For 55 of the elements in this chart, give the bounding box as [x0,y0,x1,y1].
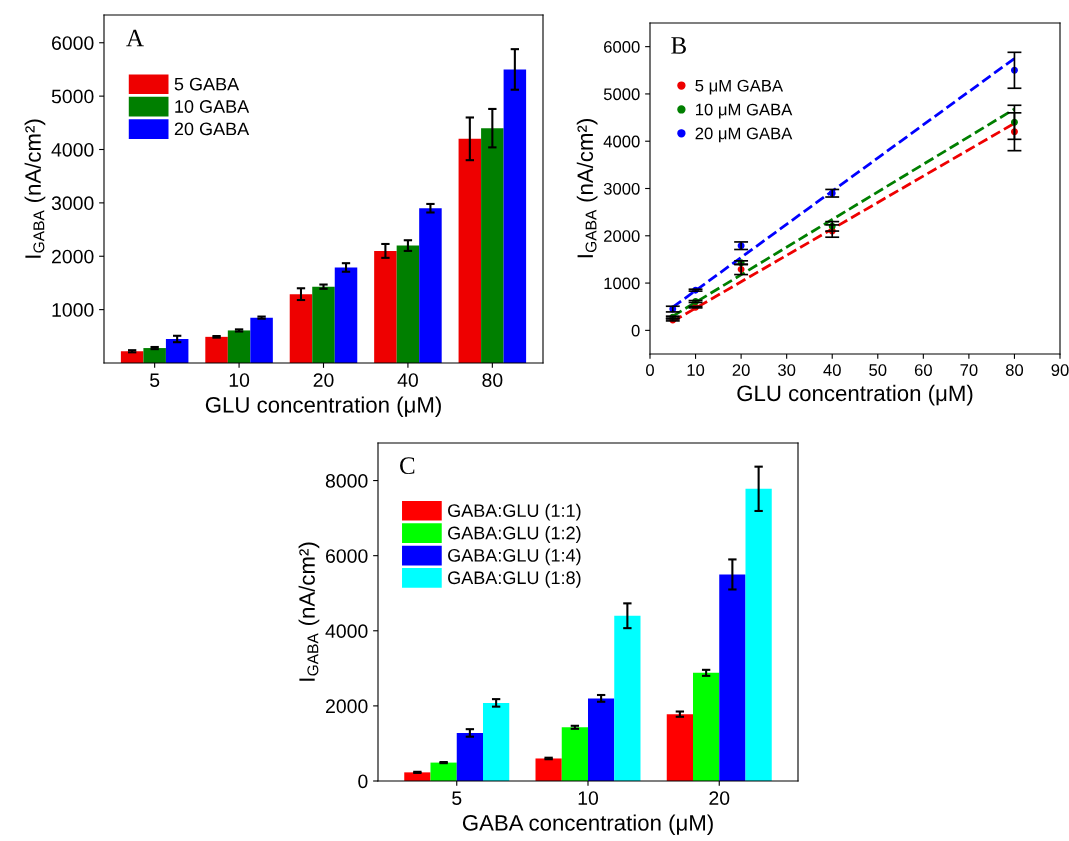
annotation: B [671,37,686,54]
annotation: A [126,29,144,47]
x-tick-label: 10 [687,364,705,376]
legend-label: GABA:GLU (1:1) [448,503,581,521]
legend-label: GABA:GLU (1:4) [448,548,581,566]
y-tick-label: 0 [631,324,640,337]
x-tick-label: 10 [578,791,599,805]
y-tick-label: 6000 [326,549,368,563]
x-axis-title: GLU concentration (μM) [205,396,441,418]
x-tick-label: 30 [778,364,796,376]
y-tick-label: 6000 [604,41,640,53]
x-axis-title: GABA concentration (μM) [462,814,713,836]
x-tick-label: 20 [732,364,750,376]
y-tick-label: 3000 [603,182,640,195]
x-tick-label: 20 [709,791,730,805]
legend-label: 20 μM GABA [695,127,793,143]
y-tick-label: 5000 [603,88,640,101]
y-tick-label: 3000 [51,196,94,211]
x-tick-label: 0 [646,364,654,376]
y-tick-label: 2000 [52,249,94,264]
x-tick-label: 5 [150,373,160,387]
y-tick-label: 1000 [52,303,94,317]
y-tick-label: 5000 [51,89,94,104]
x-tick-label: 10 [229,373,250,387]
x-tick-label: 80 [482,373,503,387]
x-tick-label: 5 [452,791,462,805]
y-tick-label: 6000 [52,36,94,50]
y-tick-label: 0 [358,774,368,789]
x-axis-title: GLU concentration (μM) [737,384,973,406]
y-axis-title: I$_{GABA}$ (nA/cm²) [576,119,598,258]
legend-label: 10 μM GABA [696,103,793,119]
x-tick-label: 40 [397,373,418,387]
legend-label: 5 GABA [174,77,240,91]
x-tick-label: 50 [869,364,887,376]
x-tick-label: 90 [1051,364,1069,376]
x-tick-label: 80 [1005,364,1024,376]
x-tick-label: 20 [313,373,334,387]
x-tick-label: 60 [914,364,932,376]
y-tick-label: 4000 [603,135,640,148]
y-tick-label: 4000 [325,624,368,639]
legend-label: GABA:GLU (1:2) [448,526,581,543]
y-axis-title: I$_{GABA}$ (nA/cm²) [24,119,46,258]
y-tick-label: 2000 [604,230,640,242]
y-axis-title: I$_{GABA}$ (nA/cm²) [298,542,320,681]
legend-label: 5 μM GABA [695,79,784,95]
y-tick-label: 4000 [51,142,94,157]
legend-label: 10 GABA [175,100,250,113]
x-tick-label: 70 [960,364,978,376]
y-tick-label: 1000 [604,277,640,290]
y-tick-label: 8000 [325,474,368,488]
y-tick-label: 2000 [326,699,368,714]
x-tick-label: 40 [823,364,841,376]
legend-label: GABA:GLU (1:8) [448,570,581,588]
legend-label: 20 GABA [174,122,250,136]
annotation: C [400,457,415,475]
